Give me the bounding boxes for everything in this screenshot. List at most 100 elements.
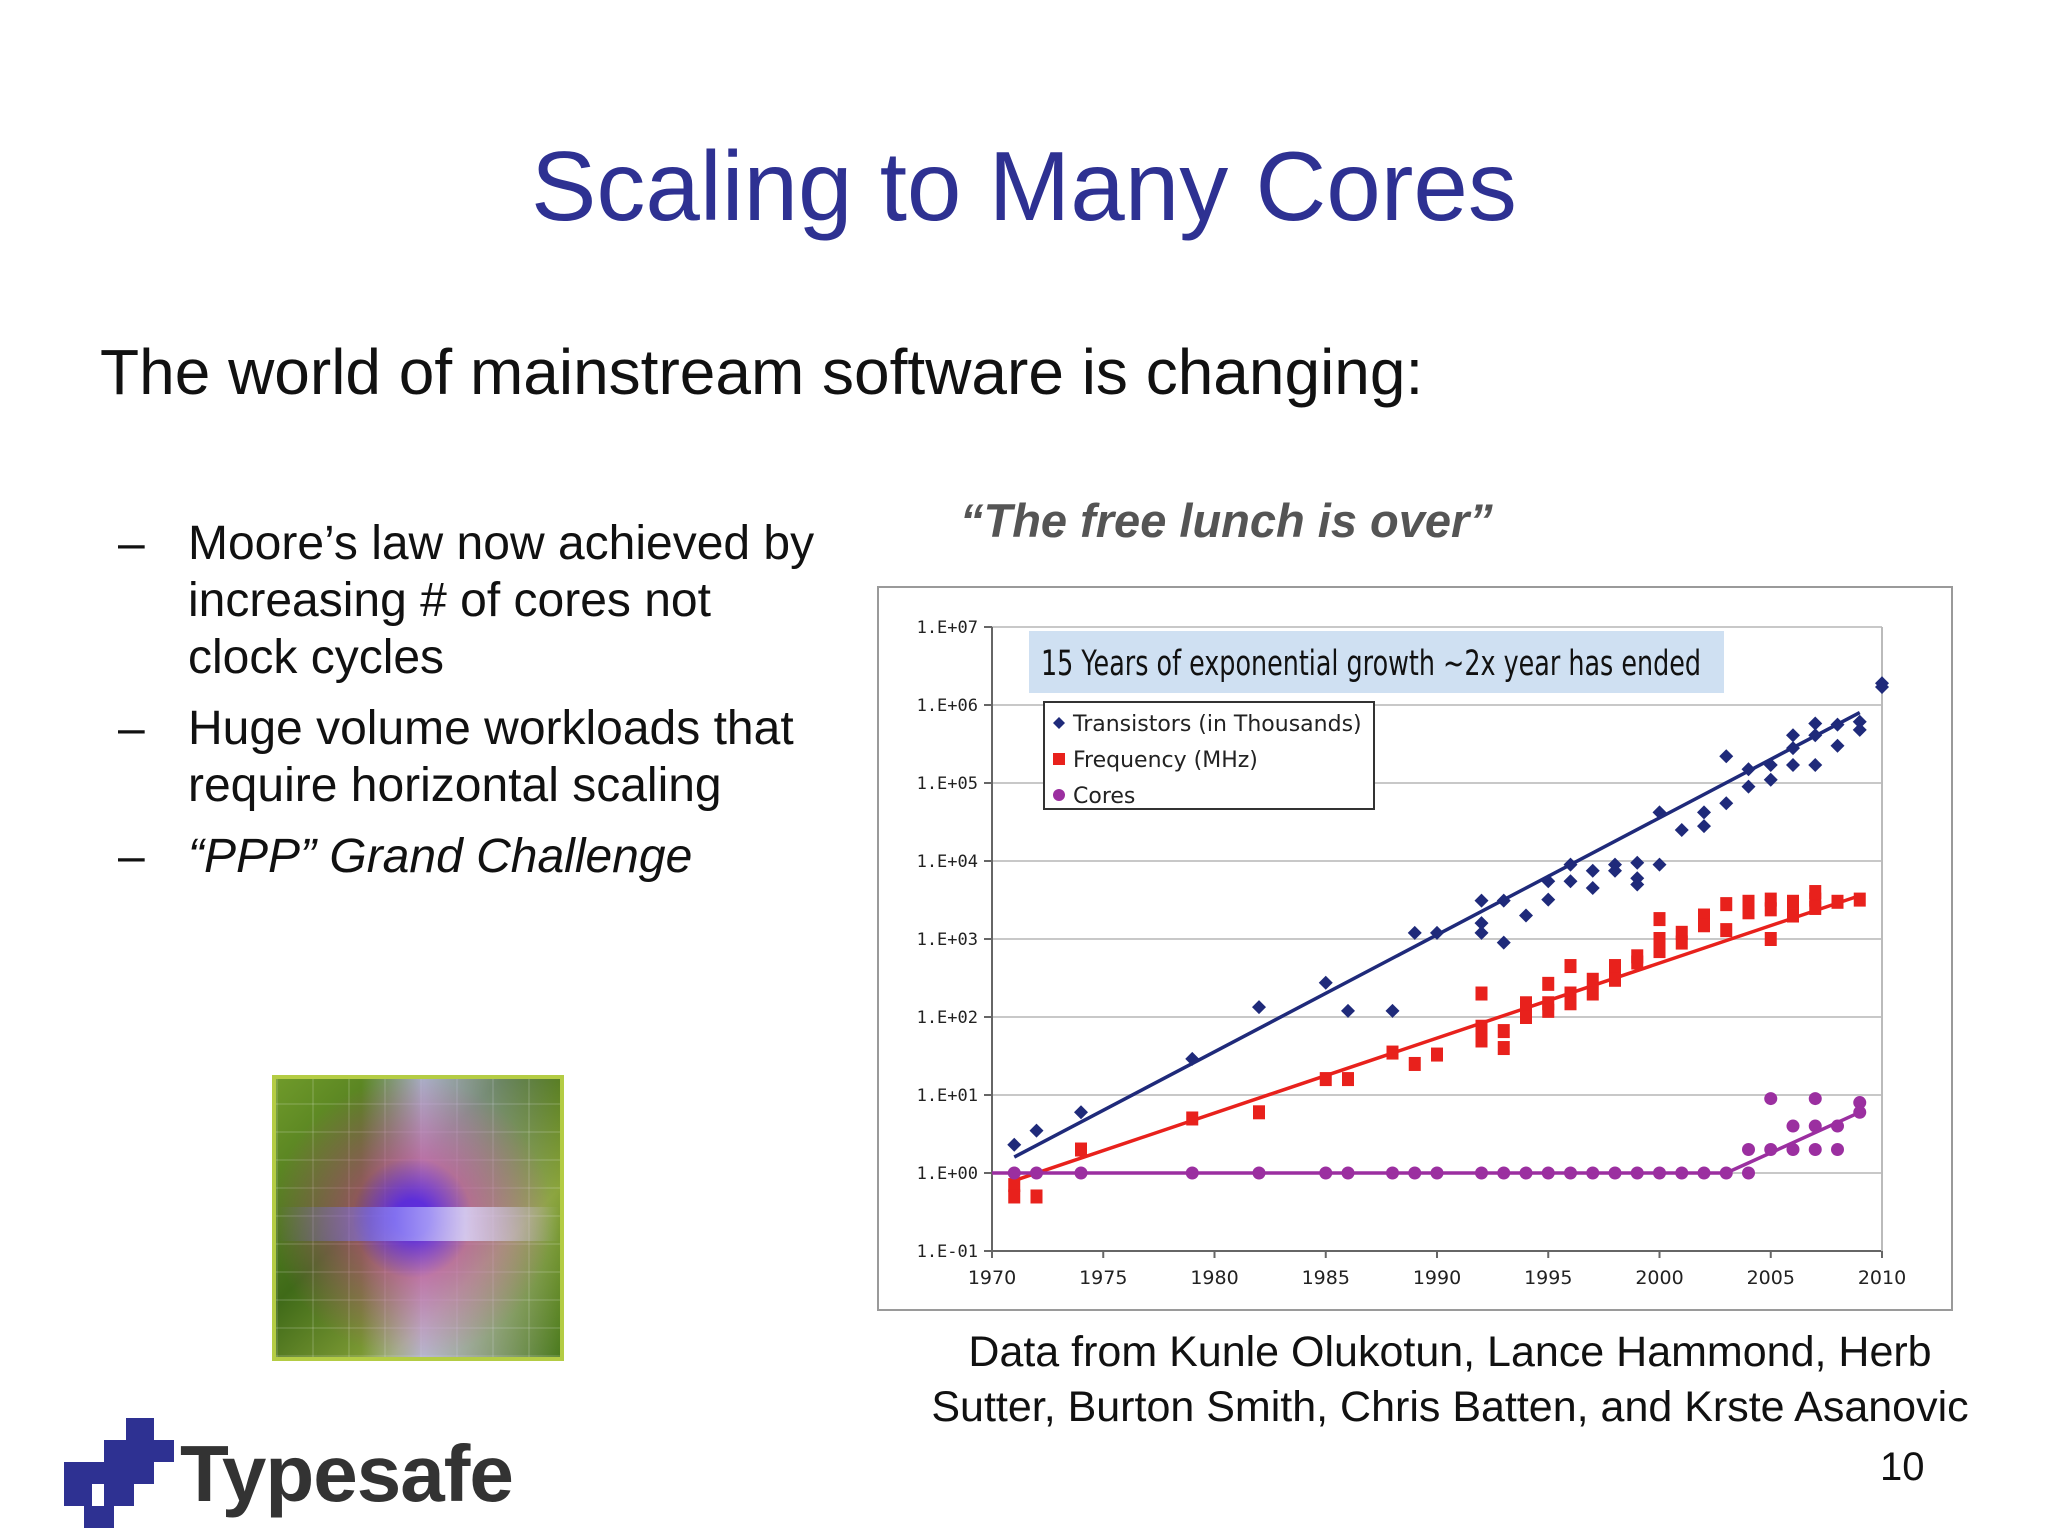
data-point-transistors (1007, 1137, 1022, 1152)
chip-die-image (272, 1075, 564, 1361)
data-point-cores (1719, 1166, 1733, 1180)
quote: “The free lunch is over” (960, 494, 1493, 547)
data-point-cores (1386, 1166, 1399, 1180)
data-point-frequency (1497, 1041, 1510, 1056)
data-point-transistors (1563, 857, 1578, 872)
data-credit: Data from Kunle Olukotun, Lance Hammond,… (931, 1328, 1969, 1431)
data-point-cores (1764, 1092, 1778, 1106)
data-point-frequency (1698, 918, 1710, 933)
data-point-cores (1675, 1166, 1689, 1180)
data-point-frequency (1475, 1019, 1488, 1034)
data-point-frequency (1564, 996, 1577, 1011)
bullet-list: – Moore’s law now achieved by increasing… (118, 515, 818, 899)
data-point-transistors (1630, 877, 1645, 892)
data-point-transistors (1474, 893, 1489, 908)
data-point-frequency (1408, 1056, 1421, 1071)
data-point-cores (1475, 1166, 1488, 1180)
data-point-transistors (1830, 717, 1845, 732)
data-point-transistors (1763, 758, 1778, 773)
slide-subtitle: The world of mainstream software is chan… (100, 336, 1424, 408)
data-point-transistors (1185, 1051, 1200, 1066)
data-point-cores (1742, 1143, 1755, 1157)
trend-line (1013, 893, 1861, 1183)
data-point-frequency (1675, 935, 1688, 950)
data-point-transistors (1741, 762, 1756, 777)
data-point-frequency (1653, 932, 1666, 946)
data-point-frequency (1497, 1024, 1510, 1039)
data-point-frequency (1186, 1111, 1199, 1126)
bullet-item: – “PPP” Grand Challenge (118, 828, 818, 885)
data-point-cores (1497, 1166, 1511, 1180)
data-point-cores (1742, 1166, 1755, 1180)
data-point-frequency (1720, 897, 1733, 912)
data-point-transistors (1786, 728, 1800, 743)
data-point-transistors (1385, 1003, 1400, 1018)
data-point-frequency (1520, 1010, 1532, 1024)
data-point-frequency (1008, 1178, 1021, 1193)
data-point-transistors (1630, 855, 1645, 870)
data-point-transistors (1652, 857, 1667, 872)
data-point-transistors (1474, 916, 1489, 931)
data-point-cores (1007, 1166, 1021, 1180)
data-point-transistors (1719, 796, 1734, 811)
legend-marker (1053, 717, 1065, 729)
x-tick-label: 2010 (1858, 1267, 1906, 1289)
data-point-transistors (1786, 758, 1800, 773)
data-point-frequency (1742, 894, 1755, 909)
data-point-transistors (1252, 1000, 1266, 1015)
x-tick-label: 2005 (1747, 1267, 1795, 1289)
data-point-transistors (1808, 758, 1823, 773)
data-point-cores (1764, 1143, 1778, 1157)
data-point-cores (1630, 1166, 1644, 1180)
x-tick-label: 2000 (1635, 1267, 1683, 1289)
data-point-transistors (1585, 881, 1600, 896)
data-point-frequency (1342, 1072, 1354, 1087)
data-point-frequency (1653, 912, 1666, 927)
data-point-frequency (1764, 932, 1777, 946)
x-tick-label: 1990 (1413, 1267, 1461, 1289)
data-point-cores (1185, 1166, 1199, 1180)
data-point-frequency (1742, 905, 1755, 920)
data-point-frequency (1809, 900, 1822, 915)
data-point-transistors (1074, 1105, 1088, 1120)
legend-label: Transistors (in Thousands) (1072, 712, 1362, 737)
y-tick-label: 1.E+01 (917, 1086, 978, 1106)
slide-title: Scaling to Many Cores (531, 131, 1517, 241)
data-point-transistors (1541, 874, 1556, 889)
chart-frame: 1.E+07 1.E+06 1.E+05 1.E+04 1.E+03 1.E+02 1.E+… (877, 586, 1953, 1311)
y-tick-label: 1.E+00 (917, 1164, 978, 1184)
y-tick-label: 1.E+02 (917, 1008, 978, 1028)
data-point-frequency (1030, 1189, 1043, 1204)
data-point-cores (1319, 1166, 1333, 1180)
y-tick-label: 1.E+07 (917, 618, 978, 638)
data-point-frequency (1586, 986, 1599, 1001)
data-point-transistors (1341, 1003, 1355, 1018)
bullet-dash: – (118, 830, 145, 883)
page-number: 10 (1880, 1445, 1925, 1489)
data-point-transistors (1697, 819, 1711, 834)
x-tick-label: 1995 (1524, 1267, 1572, 1289)
data-point-frequency (1564, 959, 1577, 974)
data-point-transistors (1563, 874, 1578, 889)
bullet-item: – Moore’s law now achieved by increasing… (118, 515, 818, 686)
data-point-frequency (1831, 894, 1844, 909)
data-point-frequency (1787, 908, 1799, 923)
data-point-cores (1074, 1166, 1088, 1180)
y-tick-label: 1.E+05 (917, 774, 978, 794)
data-point-frequency (1319, 1072, 1332, 1087)
x-tick-label: 1975 (1079, 1267, 1127, 1289)
chart-title: 15 Years of exponential growth ~2x year … (1041, 644, 1701, 684)
data-point-transistors (1674, 822, 1689, 837)
data-point-frequency (1520, 996, 1532, 1011)
y-tick-label: 1.E+03 (917, 930, 978, 950)
data-point-frequency (1253, 1105, 1265, 1120)
data-point-frequency (1475, 1033, 1488, 1048)
data-point-cores (1408, 1166, 1422, 1180)
data-point-cores (1853, 1105, 1867, 1119)
data-point-transistors (1719, 749, 1734, 764)
data-point-transistors (1786, 741, 1800, 756)
bullet-dash: – (118, 702, 145, 755)
data-point-cores (1608, 1166, 1622, 1180)
data-point-cores (1653, 1166, 1666, 1180)
chart-title-banner (1029, 631, 1724, 693)
